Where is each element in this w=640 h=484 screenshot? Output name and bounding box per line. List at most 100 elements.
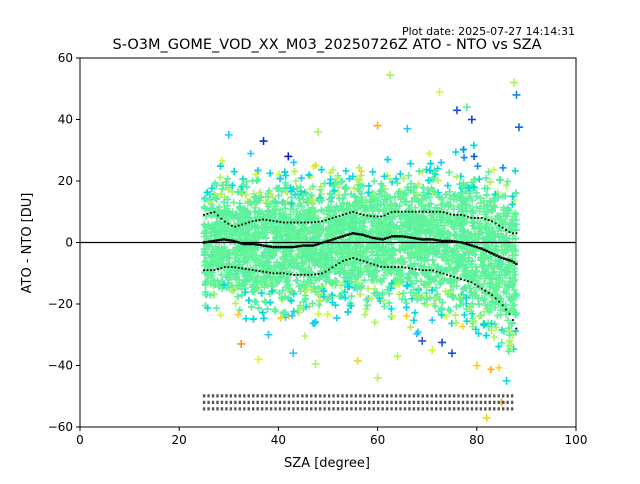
- observation-point: [288, 199, 296, 207]
- bin-count-label: [475, 407, 478, 411]
- observation-point: [395, 290, 403, 298]
- observation-point: [348, 292, 356, 300]
- observation-point: [339, 199, 347, 207]
- observation-point: [501, 192, 509, 200]
- bin-count-label: [368, 400, 371, 404]
- mean_minus_std-point: [369, 262, 372, 265]
- mean_minus_std-point: [425, 269, 428, 272]
- observation-point: [238, 243, 246, 251]
- observation-point: [508, 281, 516, 289]
- observation-point: [222, 273, 230, 281]
- observation-point: [490, 333, 498, 341]
- observation-point: [496, 176, 504, 184]
- mean_minus_std-point: [348, 257, 351, 260]
- mean_minus_std-point: [289, 273, 292, 276]
- mean_minus_std-point: [421, 269, 424, 272]
- observation-point: [383, 191, 391, 199]
- observation-point: [433, 204, 441, 212]
- observation-point: [383, 262, 391, 270]
- bin-count-label: [296, 394, 300, 398]
- bin-count-label: [385, 400, 389, 404]
- observation-point: [353, 197, 361, 205]
- mean-point: [507, 258, 511, 262]
- observation-point: [317, 190, 325, 198]
- observation-point: [326, 292, 334, 300]
- mean_plus_std-point: [494, 222, 497, 225]
- mean-point: [502, 257, 506, 260]
- mean_plus_std-point: [407, 210, 410, 213]
- observation-point: [231, 221, 239, 229]
- observation-point: [432, 273, 440, 281]
- mean-point: [232, 239, 235, 243]
- bin-count-label: [359, 400, 362, 404]
- observation-point: [408, 249, 416, 257]
- mean_plus_std-point: [373, 215, 376, 218]
- observation-point: [407, 243, 415, 251]
- observation-point: [482, 174, 490, 182]
- observation-point: [491, 232, 499, 240]
- bin-count-label: [310, 394, 313, 398]
- observation-point: [228, 228, 236, 236]
- x-tick-label: 80: [469, 433, 484, 447]
- mean_plus_std-point: [501, 226, 504, 229]
- observation-point: [260, 283, 268, 291]
- observation-point: [278, 232, 286, 240]
- bin-count-label: [305, 400, 308, 404]
- observation-point: [280, 228, 288, 236]
- mean_plus_std-point: [453, 213, 455, 216]
- mean_minus_std-point: [303, 273, 306, 276]
- observation-point: [307, 254, 315, 262]
- bin-count-label: [207, 394, 210, 398]
- observation-point: [245, 296, 253, 304]
- observation-point: [495, 343, 503, 351]
- observation-point: [403, 282, 411, 290]
- mean-point: [455, 240, 459, 243]
- bin-count-label: [238, 394, 242, 398]
- bin-count-label: [470, 394, 474, 398]
- mean_plus_std-point: [515, 232, 518, 235]
- mean_plus_std-point: [338, 215, 341, 217]
- observation-point: [260, 218, 268, 226]
- mean-point: [259, 243, 263, 247]
- observation-point: [437, 201, 445, 209]
- observation-point: [241, 217, 249, 225]
- bin-count-label: [247, 407, 250, 411]
- observation-point: [506, 274, 514, 282]
- bin-count-label: [265, 394, 268, 398]
- observation-point: [428, 286, 436, 294]
- observation-point: [273, 258, 281, 266]
- observation-point: [393, 179, 401, 187]
- mean_plus_std-point: [380, 215, 382, 218]
- mean_plus_std-point: [439, 210, 441, 213]
- observation-point: [232, 210, 240, 218]
- observation-point: [302, 282, 310, 290]
- bin-count-label: [220, 394, 224, 398]
- mean_plus_std-point: [272, 220, 275, 222]
- observation-point: [455, 203, 463, 211]
- observation-point: [460, 154, 468, 162]
- bin-count-label: [381, 407, 384, 411]
- observation-point: [251, 256, 259, 264]
- mean_plus_std-point: [442, 211, 445, 214]
- mean_plus_std-point: [303, 221, 306, 224]
- mean_plus_std-point: [376, 215, 379, 218]
- outlier-point: [438, 338, 447, 347]
- observation-point: [313, 228, 321, 236]
- observation-point: [493, 291, 501, 299]
- observation-point: [247, 150, 255, 158]
- observation-point: [486, 198, 494, 206]
- bin-count-label: [220, 407, 224, 411]
- bin-count-label: [390, 407, 393, 411]
- observation-point: [459, 300, 467, 308]
- observation-point: [501, 218, 509, 226]
- mean_plus_std-point: [269, 219, 271, 222]
- observation-point: [347, 302, 355, 310]
- observation-point: [322, 277, 330, 285]
- observation-point: [423, 166, 431, 174]
- observation-point: [375, 244, 383, 252]
- observation-point: [373, 195, 381, 203]
- observation-point: [239, 250, 247, 258]
- observation-point: [264, 248, 272, 256]
- bin-count-label: [332, 407, 335, 411]
- bin-count-label: [412, 407, 416, 411]
